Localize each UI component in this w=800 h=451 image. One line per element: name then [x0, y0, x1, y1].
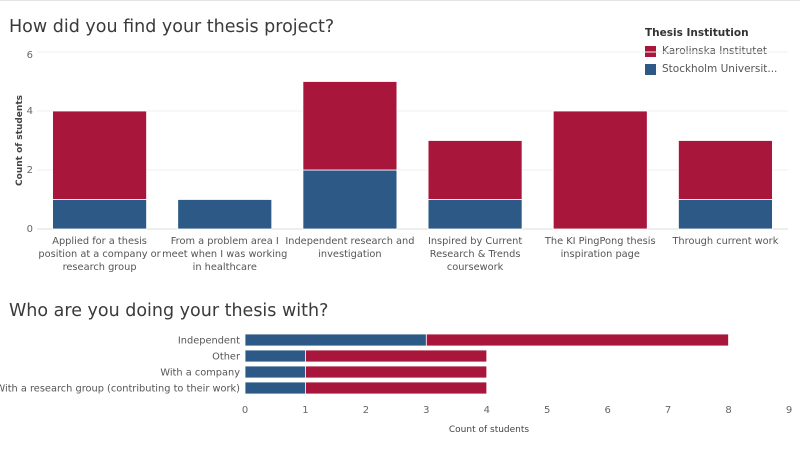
y-tick-label: 4 [27, 106, 33, 117]
x-tick-label: 7 [665, 405, 671, 416]
legend-item-stockholm[interactable]: Stockholm Universit... [645, 61, 787, 77]
x-category-label: inspiration page [561, 249, 640, 260]
bar-segment [427, 199, 523, 230]
bar-segment [678, 140, 773, 200]
bar-segment [678, 199, 773, 230]
y-category-label: With a research group (contributing to t… [0, 384, 240, 395]
bar-segment [305, 381, 488, 395]
chart-title-partner: Who are you doing your thesis with? [9, 301, 329, 321]
x-tick-label: 3 [423, 405, 429, 416]
bar-segment [305, 349, 488, 363]
y-tick-label: 6 [27, 50, 33, 61]
x-tick-label: 2 [363, 405, 369, 416]
y-axis-label: Count of students [15, 95, 25, 186]
bar-segment [52, 199, 147, 230]
legend-title: Thesis Institution [645, 27, 749, 39]
bar-segment [244, 381, 306, 395]
x-category-label: Inspired by Current [428, 236, 522, 247]
x-category-label: investigation [318, 249, 381, 260]
x-tick-label: 1 [302, 405, 308, 416]
bar-segment [244, 365, 306, 379]
y-category-label: With a company [160, 368, 240, 379]
legend-swatch-stockholm [645, 63, 656, 75]
bar-segment [302, 169, 398, 230]
x-tick-label: 5 [544, 405, 550, 416]
bar-segment [552, 110, 648, 230]
x-category-label: Independent research and [285, 236, 414, 247]
bar-segment [177, 199, 273, 230]
y-category-label: Other [212, 352, 241, 363]
bar-segment [305, 365, 488, 379]
bar-segment [425, 333, 729, 347]
x-category-label: meet when I was working [162, 249, 287, 260]
x-tick-label: 4 [484, 405, 490, 416]
x-tick-label: 0 [242, 405, 248, 416]
x-category-label: in healthcare [193, 262, 257, 273]
x-category-label: The KI PingPong thesis [544, 236, 656, 247]
chart-title-source: How did you find your thesis project? [9, 17, 335, 37]
x-axis-label: Count of students [449, 425, 530, 435]
legend-swatch-karolinska [645, 45, 656, 57]
bar-segment [244, 349, 306, 363]
x-category-label: research group [63, 262, 137, 273]
x-category-label: From a problem area I [171, 236, 279, 247]
x-category-label: Applied for a thesis [52, 236, 147, 247]
x-tick-label: 9 [786, 405, 792, 416]
y-category-label: Independent [178, 336, 240, 347]
x-category-label: Research & Trends [430, 249, 521, 260]
x-category-label: position at a company or [38, 249, 161, 260]
legend: Thesis Institution Karolinska Institutet… [645, 27, 787, 79]
x-category-label: coursework [447, 262, 504, 273]
x-tick-label: 6 [604, 405, 610, 416]
legend-item-karolinska[interactable]: Karolinska Institutet [645, 43, 787, 59]
bar-segment [427, 140, 523, 200]
top-divider [0, 0, 800, 1]
bar-segment [302, 81, 398, 171]
x-tick-label: 8 [725, 405, 731, 416]
bar-segment [244, 333, 427, 347]
bar-segment [52, 110, 147, 200]
y-tick-label: 2 [27, 165, 33, 176]
y-tick-label: 0 [27, 224, 33, 235]
x-category-label: Through current work [671, 236, 778, 247]
